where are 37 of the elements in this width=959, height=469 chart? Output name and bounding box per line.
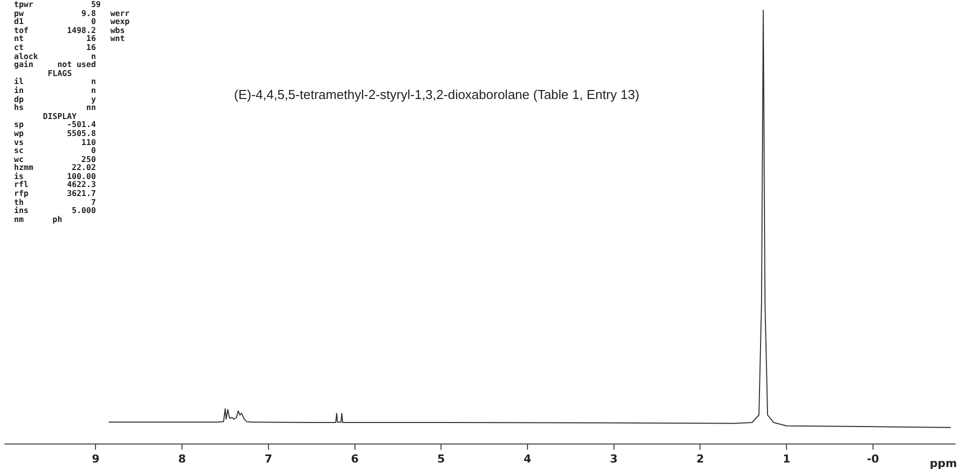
annotation: DISPLAY	[42, 112, 77, 121]
x-tick-label: 7	[264, 452, 272, 466]
x-tick-label: -0	[866, 452, 880, 466]
annotation: sc 0	[14, 146, 96, 156]
annotation: dp y	[14, 94, 96, 104]
annotation: nt 16 wnt	[14, 34, 125, 44]
x-tick-label: 4	[524, 452, 532, 466]
annotation: rfl 4622.3	[14, 180, 96, 190]
annotation: hs nn	[14, 103, 96, 112]
annotation: wc 250	[14, 154, 96, 164]
annotation: hzmm 22.02	[14, 163, 96, 172]
text: (E)-4,4,5,5-tetramethyl-2-styryl-1,3,2-dioxaborolane (Table 1, Entry 13)	[234, 87, 640, 102]
annotation: sp -501.4	[14, 120, 96, 130]
annotation: pw 9.8 werr	[14, 8, 130, 18]
annotation: alock n	[14, 52, 96, 61]
annotation: gain not used	[14, 60, 96, 70]
annotation: ins 5.000	[14, 206, 96, 216]
annotation: vs 110	[14, 138, 96, 146]
annotation: ct 16	[14, 42, 96, 52]
annotation: rfp 3621.7	[14, 189, 96, 198]
annotation: is 100.00	[14, 172, 96, 181]
x-tick-label: 6	[350, 452, 359, 466]
annotation: th 7	[14, 198, 96, 207]
x-tick-label: 5	[437, 452, 445, 466]
annotation: in n	[14, 86, 96, 95]
x-tick-label: 3	[610, 452, 618, 466]
annotation: d1 0 wexp	[14, 17, 130, 26]
x-tick-label: 1	[782, 452, 790, 466]
x-tick-label: 2	[696, 452, 704, 466]
annotation: nm ph	[14, 214, 62, 224]
annotation: wp 5505.8	[14, 128, 96, 138]
x-tick-label: 9	[92, 452, 100, 466]
annotation: FLAGS	[48, 68, 72, 78]
x-tick-label: 8	[178, 452, 186, 466]
text: tpwr 59	[14, 0, 101, 9]
annotation: tof 1498.2 wbs	[14, 26, 125, 35]
annotation: il n	[14, 77, 96, 86]
